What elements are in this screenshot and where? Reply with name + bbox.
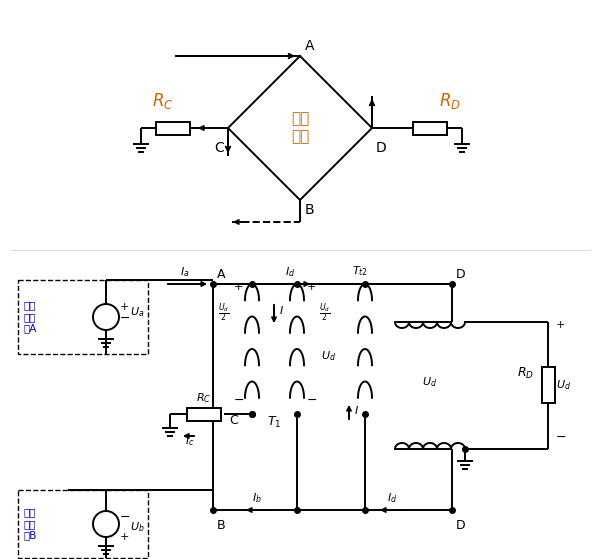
Text: B: B: [305, 203, 314, 217]
Bar: [542, 367, 554, 403]
Text: −: −: [120, 511, 131, 524]
Text: $U_a$: $U_a$: [130, 305, 145, 319]
Text: −: −: [234, 394, 245, 407]
Bar: [18, 490, 148, 558]
Text: $R_D$: $R_D$: [439, 91, 461, 111]
Text: +: +: [120, 302, 130, 312]
Text: $I$: $I$: [354, 404, 359, 416]
Text: +: +: [234, 282, 244, 292]
Text: D: D: [376, 141, 387, 155]
Circle shape: [93, 304, 119, 330]
Text: $I$: $I$: [279, 304, 284, 316]
Text: 功率
放大
器B: 功率 放大 器B: [23, 508, 37, 541]
Text: A: A: [305, 39, 314, 53]
Text: B: B: [217, 519, 226, 532]
Text: $\frac{U_d}{2}$: $\frac{U_d}{2}$: [319, 301, 331, 324]
Text: +: +: [556, 320, 565, 330]
Text: 网络: 网络: [291, 130, 309, 144]
Text: C: C: [230, 414, 238, 427]
Text: $I_d$: $I_d$: [285, 265, 295, 279]
Text: +: +: [307, 282, 316, 292]
Text: −: −: [120, 312, 131, 325]
Bar: [187, 408, 221, 420]
Text: D: D: [456, 268, 466, 281]
Text: C: C: [214, 141, 224, 155]
Text: $I_c$: $I_c$: [185, 434, 195, 448]
Circle shape: [93, 511, 119, 537]
Text: $U_d$: $U_d$: [422, 375, 437, 389]
Text: $U_d$: $U_d$: [556, 378, 571, 392]
Text: $U_b$: $U_b$: [130, 520, 145, 534]
Bar: [156, 121, 190, 135]
Text: 功率
放大
器A: 功率 放大 器A: [23, 300, 37, 334]
Text: $T_1$: $T_1$: [267, 415, 281, 430]
Text: −: −: [556, 431, 566, 444]
Text: −: −: [307, 394, 317, 407]
Text: 混合: 混合: [291, 111, 309, 126]
Text: $I_a$: $I_a$: [180, 265, 190, 279]
Bar: [413, 121, 447, 135]
Bar: [18, 280, 148, 354]
Text: A: A: [217, 268, 226, 281]
Text: $I_b$: $I_b$: [252, 491, 262, 505]
Text: $\frac{U_d}{2}$: $\frac{U_d}{2}$: [218, 301, 230, 324]
Text: $T_{t2}$: $T_{t2}$: [352, 264, 368, 278]
Text: $U_d$: $U_d$: [322, 349, 337, 363]
Text: +: +: [120, 532, 130, 542]
Text: $R_C$: $R_C$: [196, 391, 212, 405]
Text: $R_D$: $R_D$: [517, 366, 534, 381]
Text: $I_d$: $I_d$: [387, 491, 397, 505]
Text: $R_C$: $R_C$: [152, 91, 174, 111]
Text: D: D: [456, 519, 466, 532]
